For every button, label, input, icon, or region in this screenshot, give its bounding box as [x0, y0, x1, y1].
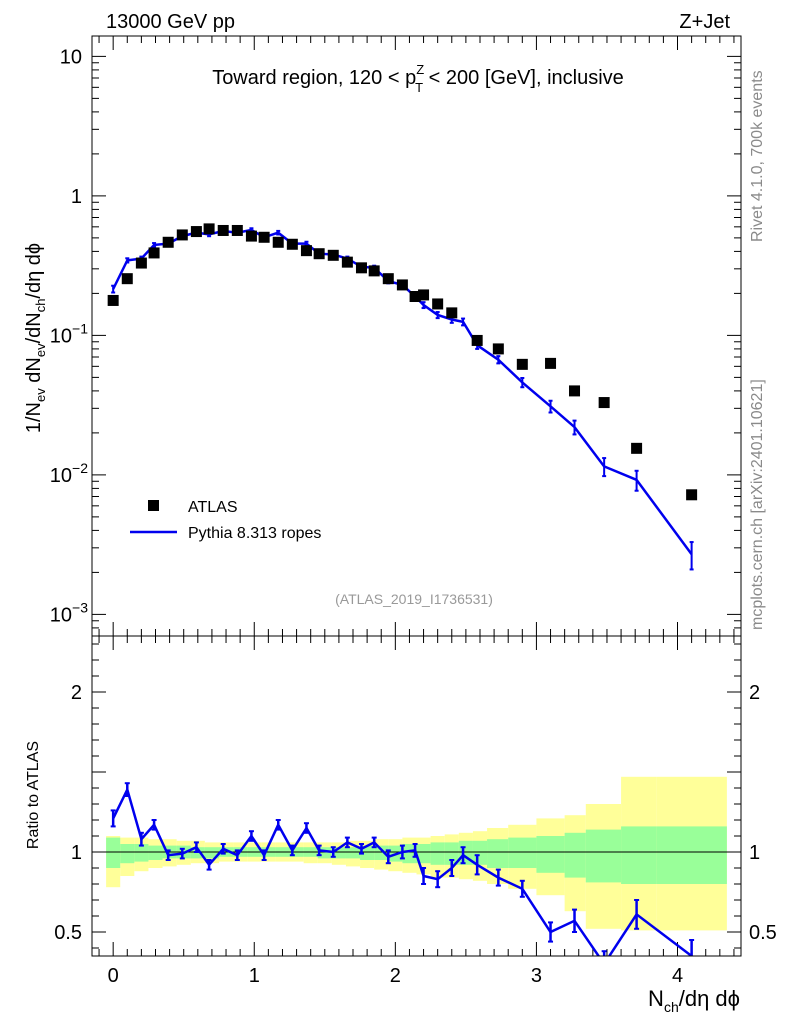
- atlas-point: [327, 249, 339, 261]
- legend-pythia-label: Pythia 8.313 ropes: [188, 525, 321, 542]
- ratio-x-axis: 0 1 2 3 4: [98, 636, 735, 987]
- atlas-point: [258, 231, 270, 243]
- ratio-green-band: [508, 837, 537, 868]
- atlas-point: [418, 289, 430, 301]
- atlas-point: [446, 307, 458, 319]
- atlas-point: [135, 257, 147, 269]
- atlas-point: [382, 273, 394, 285]
- atlas-point: [432, 298, 444, 310]
- atlas-point: [471, 334, 483, 346]
- atlas-point: [409, 291, 421, 303]
- energy-label: 13000 GeV pp: [106, 11, 235, 33]
- ratio-green-band: [402, 844, 417, 864]
- ratio-green-band: [148, 845, 163, 860]
- atlas-point: [569, 385, 581, 397]
- ratio-y-axis: 0.5 0.5 1 1 2 2: [54, 643, 777, 949]
- ratio-y-tick-label-left: 0.5: [54, 922, 82, 944]
- atlas-point: [286, 238, 298, 250]
- atlas-point: [121, 273, 133, 285]
- atlas-point: [245, 230, 257, 242]
- ratio-green-band: [360, 845, 375, 860]
- ratio-green-band: [656, 826, 727, 884]
- y-tick-label: 1: [71, 186, 82, 208]
- main-frame: [91, 35, 742, 637]
- legend-atlas-label: ATLAS: [188, 499, 238, 516]
- atlas-point: [598, 397, 610, 409]
- main-x-axis: [98, 36, 735, 636]
- ratio-green-band: [487, 839, 509, 868]
- x-tick-label: 0: [108, 965, 119, 987]
- atlas-point: [107, 294, 119, 306]
- main-series: [107, 223, 698, 571]
- atlas-point: [516, 358, 528, 370]
- atlas-point: [545, 357, 557, 369]
- ratio-green-band: [536, 836, 565, 873]
- atlas-point: [492, 343, 504, 355]
- x-tick-label: 1: [249, 965, 260, 987]
- ratio-green-band: [564, 832, 586, 878]
- ratio-series: [110, 782, 695, 956]
- atlas-point: [148, 247, 160, 259]
- ratio-panel: 0.5 0.5 1 1 2 2 0 1 2 3 4 Ratio to ATLAS Nch/dη d…: [25, 635, 777, 1015]
- atlas-point: [686, 489, 698, 501]
- ratio-green-band: [374, 845, 389, 860]
- ratio-y-axis-label: Ratio to ATLAS: [25, 741, 42, 849]
- atlas-point: [631, 442, 643, 454]
- main-panel-title: Toward region, 120 < pZ T < 200 [GeV], in…: [212, 62, 624, 95]
- y-tick-label: 10: [60, 46, 82, 68]
- x-axis-label: Nch/dη dϕ: [648, 986, 740, 1015]
- atlas-point: [355, 262, 367, 274]
- ratio-y-tick-label-right: 2: [749, 682, 760, 704]
- y-tick-label: 10−3: [50, 599, 88, 626]
- ratio-green-band: [472, 840, 488, 865]
- atlas-point: [396, 279, 408, 291]
- ratio-uncertainty-bands: [106, 776, 727, 931]
- ratio-green-band: [317, 847, 332, 859]
- mcplots-label: mcplots.cern.ch [arXiv:2401.10621]: [749, 379, 766, 630]
- atlas-point: [300, 245, 312, 257]
- y-tick-label: 10−2: [50, 460, 88, 487]
- main-y-axis-label: 1/Nev dNev/dNch/dη dϕ: [23, 243, 48, 433]
- main-panel: 10 1 10−1 10−2 10−3 Toward region, 120 < pZ T…: [23, 35, 742, 637]
- ratio-green-band: [120, 844, 135, 864]
- ratio-green-band: [106, 837, 121, 868]
- ratio-green-band: [204, 847, 219, 859]
- atlas-point: [203, 223, 215, 235]
- ratio-green-band: [134, 844, 149, 862]
- atlas-point: [190, 226, 202, 238]
- x-tick-label: 3: [531, 965, 542, 987]
- atlas-point: [176, 229, 188, 241]
- atlas-point: [313, 248, 325, 260]
- ratio-y-tick-label-right: 1: [749, 842, 760, 864]
- legend: ATLAS Pythia 8.313 ropes: [130, 499, 321, 542]
- ratio-frame: [91, 635, 742, 957]
- ratio-green-band: [331, 847, 346, 859]
- x-tick-label: 4: [672, 965, 683, 987]
- watermark: (ATLAS_2019_I1736531): [335, 591, 493, 607]
- main-y-axis: 10 1 10−1 10−2 10−3: [50, 46, 741, 637]
- atlas-point: [231, 224, 243, 236]
- x-tick-label: 2: [390, 965, 401, 987]
- atlas-point: [217, 224, 229, 236]
- ratio-green-band: [585, 829, 622, 883]
- ratio-y-tick-label-left: 1: [71, 842, 82, 864]
- ratio-green-band: [621, 826, 657, 884]
- legend-atlas-marker: [148, 500, 159, 511]
- ratio-green-band: [345, 847, 361, 859]
- ratio-green-band: [444, 842, 459, 865]
- ratio-y-tick-label-left: 2: [71, 682, 82, 704]
- ratio-green-band: [430, 842, 445, 865]
- y-tick-label: 10−1: [50, 320, 88, 347]
- atlas-point: [162, 236, 174, 248]
- atlas-point: [368, 265, 380, 277]
- ratio-y-tick-label-right: 0.5: [749, 922, 777, 944]
- atlas-point: [272, 236, 284, 248]
- rivet-label: Rivet 4.1.0, 700k events: [749, 70, 766, 242]
- process-label: Z+Jet: [679, 11, 730, 33]
- atlas-point: [341, 256, 353, 268]
- ratio-green-band: [416, 844, 431, 864]
